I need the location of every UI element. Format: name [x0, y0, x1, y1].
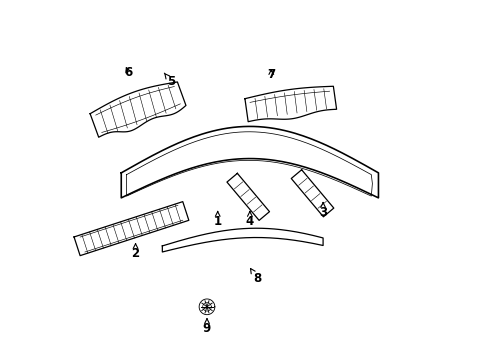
Text: 7: 7: [266, 68, 275, 81]
Polygon shape: [291, 170, 333, 217]
Text: 6: 6: [124, 66, 132, 79]
Text: 2: 2: [131, 243, 140, 260]
Text: 5: 5: [164, 73, 175, 88]
Polygon shape: [74, 202, 188, 256]
Polygon shape: [90, 82, 185, 137]
Text: 3: 3: [318, 202, 326, 219]
Polygon shape: [226, 174, 269, 220]
Polygon shape: [162, 228, 323, 252]
Polygon shape: [121, 126, 378, 198]
Text: 8: 8: [250, 269, 261, 285]
Text: 1: 1: [213, 211, 222, 228]
Polygon shape: [244, 86, 336, 122]
Text: 4: 4: [245, 211, 253, 228]
Text: 9: 9: [203, 319, 211, 335]
